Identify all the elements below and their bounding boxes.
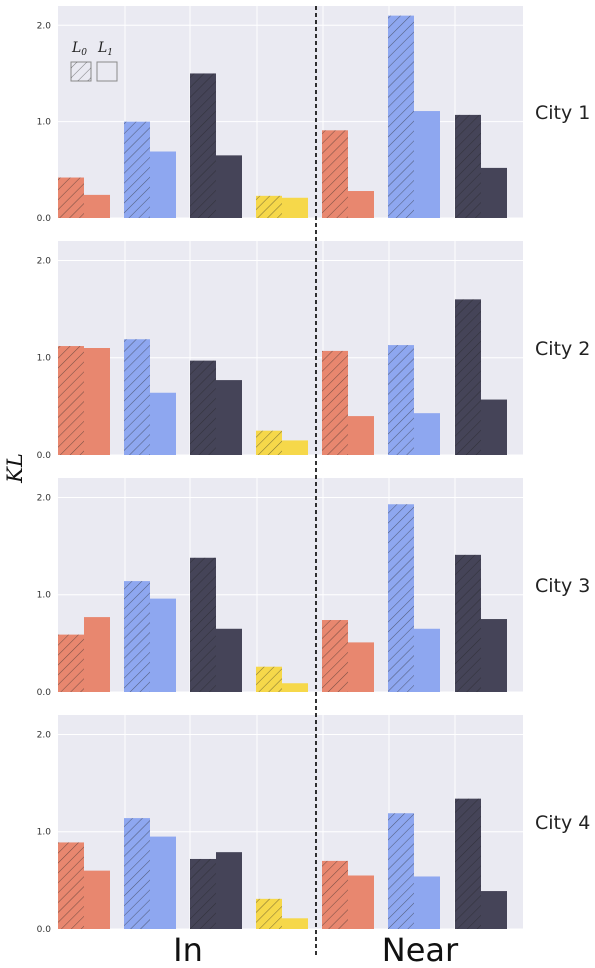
legend-label-l1: L1 <box>97 40 113 58</box>
bar-l0-hatch <box>455 554 481 692</box>
bar-l0-hatch <box>58 842 84 929</box>
bar-l1 <box>414 628 440 692</box>
bar-l1 <box>282 197 308 218</box>
bar-l0-hatch <box>322 620 348 692</box>
y-tick-label: 0.0 <box>37 214 52 224</box>
y-tick-label: 0.0 <box>37 451 52 461</box>
legend-swatch-hatch <box>71 62 91 81</box>
bar-l0-hatch <box>455 114 481 218</box>
bar-l1 <box>481 619 507 692</box>
bar-l0-hatch <box>190 73 216 218</box>
row-label: City 1 <box>535 102 590 124</box>
bar-l0-hatch <box>190 557 216 692</box>
bar-l0-hatch <box>388 15 414 218</box>
bar-l0-hatch <box>124 339 150 455</box>
y-tick-label: 2.0 <box>37 730 52 740</box>
bar-l1 <box>216 852 242 929</box>
bar-l1 <box>414 876 440 929</box>
panel-row-1: 0.0 1.0 2.0 City 1 <box>37 6 590 224</box>
bar-l1 <box>216 380 242 455</box>
group-label-in: In <box>173 931 203 968</box>
bar-l1 <box>348 191 374 218</box>
y-tick-label: 1.0 <box>37 118 52 128</box>
bar-l1 <box>282 683 308 692</box>
bar-l0-hatch <box>388 813 414 929</box>
legend: L0 L1 <box>70 40 118 82</box>
y-tick-label: 0.0 <box>37 688 52 698</box>
bar-l0-hatch <box>58 177 84 218</box>
bar-l1 <box>481 891 507 929</box>
legend-swatch-l1 <box>96 61 118 82</box>
bar-l1 <box>216 628 242 692</box>
bar-l1 <box>282 918 308 929</box>
panel-row-2: 0.0 1.0 2.0 City 2 <box>37 241 590 461</box>
y-tick-label: 1.0 <box>37 354 52 364</box>
bar-l1 <box>348 416 374 455</box>
bar-l1 <box>84 870 110 929</box>
bar-l1 <box>150 598 176 692</box>
bar-l0-hatch <box>388 345 414 455</box>
y-tick-label: 2.0 <box>37 21 52 31</box>
bar-l0-hatch <box>322 350 348 455</box>
panel-row-3: 0.0 1.0 2.0 City 3 <box>37 478 590 698</box>
y-tick-label: 0.0 <box>37 925 52 935</box>
y-tick-label: 1.0 <box>37 828 52 838</box>
bar-l0-hatch <box>190 858 216 929</box>
bar-l1 <box>150 392 176 455</box>
bar-l0-hatch <box>455 299 481 455</box>
bar-l1 <box>481 167 507 218</box>
bar-l0-hatch <box>124 818 150 929</box>
bar-l1 <box>348 642 374 692</box>
bar-l0-hatch <box>256 195 282 218</box>
y-tick-label: 1.0 <box>37 591 52 601</box>
legend-label-l0: L0 <box>71 40 87 58</box>
panels: 0.0 1.0 2.0 City 1 0.0 1.0 2.0 City 2 0.0 1.0 2.0 C… <box>37 6 590 935</box>
bar-l1 <box>84 617 110 692</box>
bar-l0-hatch <box>256 898 282 929</box>
bar-l0-hatch <box>256 430 282 455</box>
bar-l1 <box>216 155 242 218</box>
bar-l1 <box>84 348 110 455</box>
bar-l1 <box>414 413 440 455</box>
bar-l1 <box>84 194 110 218</box>
bar-l0-hatch <box>190 360 216 455</box>
bar-l0-hatch <box>124 581 150 692</box>
panel-row-4: 0.0 1.0 2.0 City 4 <box>37 715 590 935</box>
bar-l1 <box>150 151 176 218</box>
bar-l1 <box>414 111 440 218</box>
bar-l0-hatch <box>322 860 348 929</box>
bar-l0-hatch <box>58 346 84 455</box>
y-axis-label: KL <box>3 453 27 484</box>
row-label: City 4 <box>535 812 590 834</box>
bar-l1 <box>282 440 308 455</box>
row-label: City 3 <box>535 575 590 597</box>
bar-l0-hatch <box>388 504 414 692</box>
row-label: City 2 <box>535 338 590 360</box>
bar-l0-hatch <box>58 634 84 692</box>
y-tick-label: 2.0 <box>37 493 52 503</box>
bar-l0-hatch <box>256 666 282 692</box>
y-tick-label: 2.0 <box>37 256 52 266</box>
bar-l1 <box>150 836 176 929</box>
bar-l1 <box>348 875 374 929</box>
bar-l0-hatch <box>455 798 481 929</box>
bar-l1 <box>481 399 507 455</box>
bar-l0-hatch <box>124 121 150 218</box>
group-label-near: Near <box>382 931 459 968</box>
bar-l0-hatch <box>322 130 348 218</box>
